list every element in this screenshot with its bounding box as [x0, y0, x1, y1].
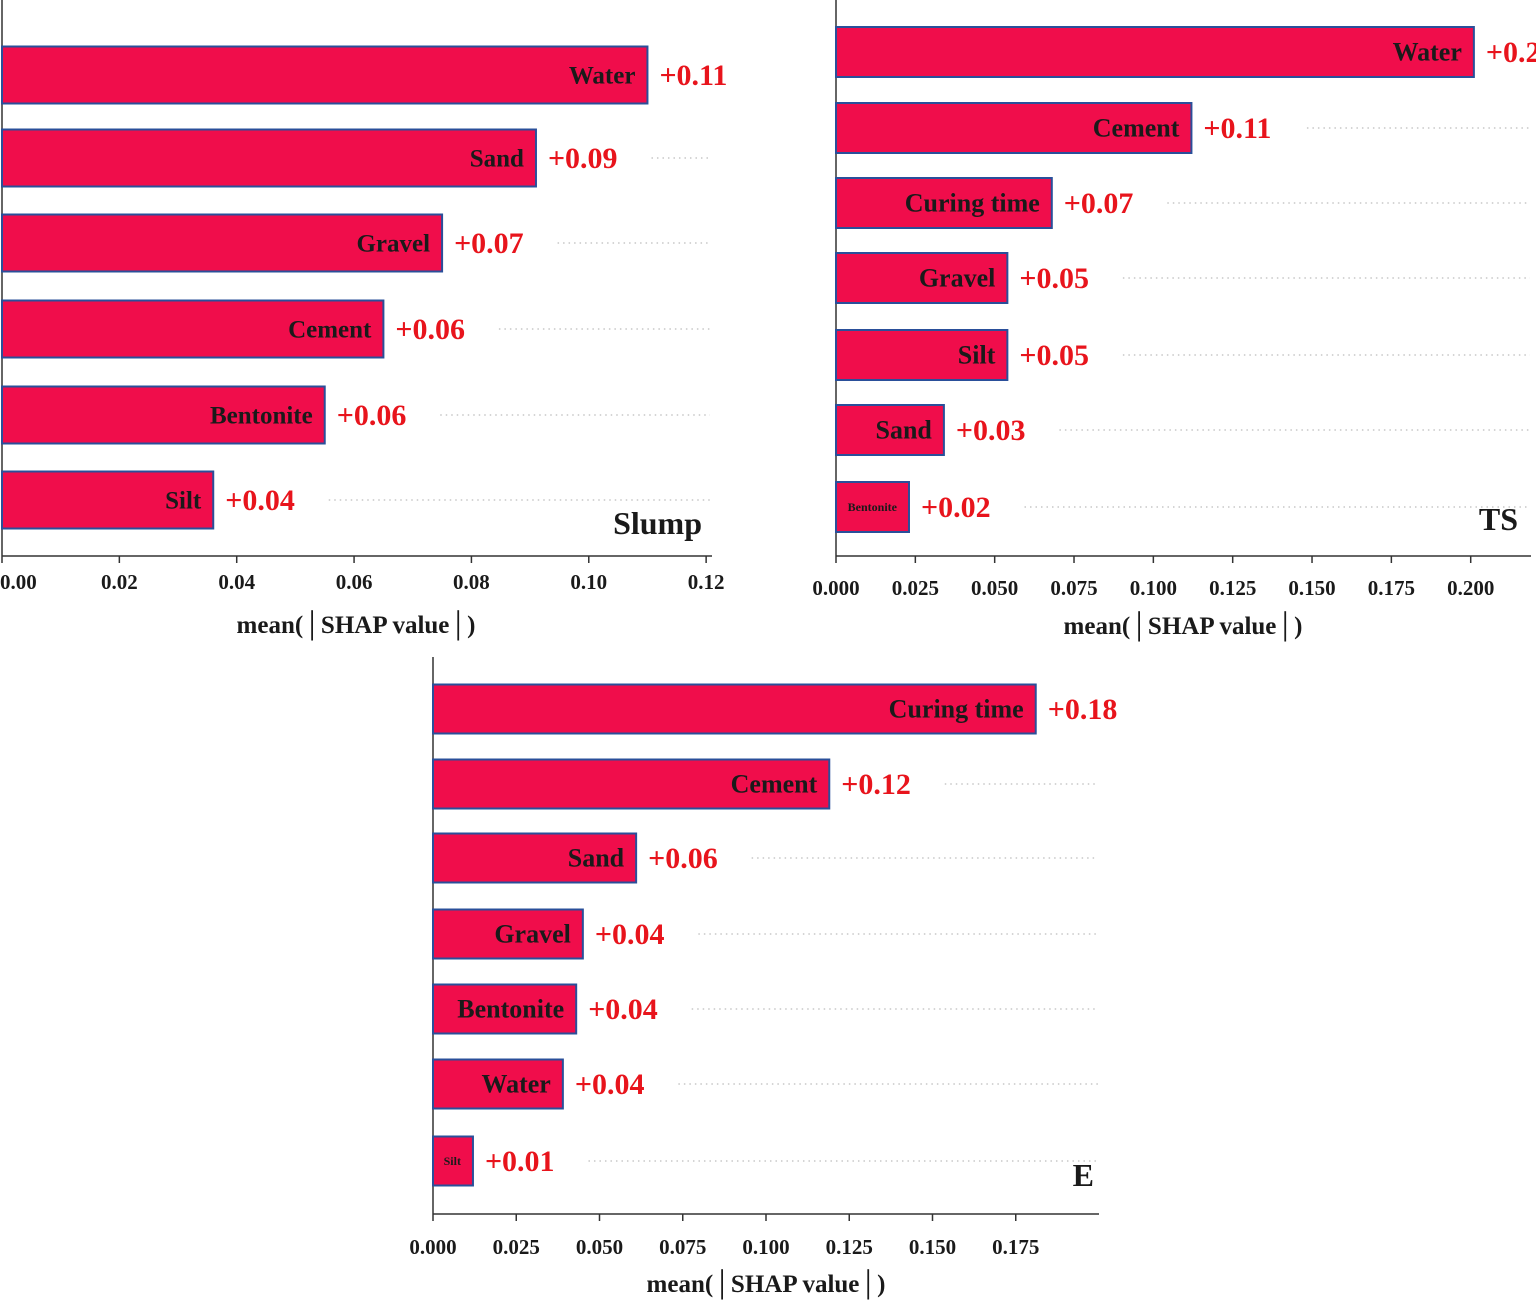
x-tick-label: 0.08	[453, 570, 490, 594]
bar	[432, 1135, 474, 1187]
bar-value-label: +0.05	[1019, 339, 1089, 372]
x-tick-label: 0.10	[570, 570, 607, 594]
bar	[1, 128, 537, 188]
panel-slump: Slump mean(│SHAP value│) 0.00 0.02 0.04 0.0…	[0, 0, 727, 641]
x-axis-label: mean(│SHAP value│)	[237, 610, 476, 641]
bar-value-label: +0.07	[1064, 187, 1134, 220]
bar-category-label: Silt	[444, 1154, 461, 1168]
bar	[835, 252, 1009, 304]
bar-category-label: Sand	[568, 844, 625, 873]
x-tick-label: 0.125	[826, 1235, 873, 1259]
x-tick-label: 0.00	[0, 570, 37, 594]
x-tick-label: 0.04	[218, 570, 255, 594]
bar-value-label: +0.09	[548, 142, 618, 175]
bar-value-label: +0.06	[337, 399, 407, 432]
bar-category-label: Silt	[165, 487, 202, 514]
bar-category-label: Sand	[876, 416, 933, 445]
panel-ts: TS mean(│SHAP value│) 0.000 0.025 0.050 0.0…	[812, 0, 1536, 642]
bar	[1, 45, 649, 105]
bar-value-label: +0.04	[225, 484, 295, 517]
bar	[1, 470, 215, 530]
x-tick-label: 0.06	[336, 570, 373, 594]
bar-category-label: Cement	[288, 316, 372, 343]
bar-value-label: +0.03	[956, 414, 1026, 447]
bar-value-label: +0.04	[575, 1068, 645, 1101]
bar-category-label: Silt	[958, 341, 996, 370]
bar	[1, 213, 444, 273]
bar-value-label: +0.18	[1048, 693, 1118, 726]
bar-category-label: Curing time	[889, 695, 1024, 724]
bar-category-label: Water	[482, 1070, 551, 1099]
bar-category-label: Water	[1393, 38, 1462, 67]
x-tick-label: 0.000	[812, 576, 859, 600]
bar-category-label: Curing time	[905, 189, 1040, 218]
x-tick-label: 0.075	[1050, 576, 1097, 600]
x-tick-label: 0.025	[493, 1235, 540, 1259]
x-tick-label: 0.000	[409, 1235, 456, 1259]
bar-category-label: Gravel	[919, 264, 996, 293]
bar	[432, 908, 584, 960]
x-tick-label: 0.175	[992, 1235, 1039, 1259]
x-tick-label: 0.150	[909, 1235, 956, 1259]
bar	[835, 329, 1009, 381]
bar-category-label: Cement	[731, 770, 818, 799]
x-axis-label: mean(│SHAP value│)	[1064, 611, 1303, 642]
bar-value-label: +0.06	[395, 313, 465, 346]
x-tick-label: 0.025	[892, 576, 939, 600]
x-tick-label: 0.100	[1130, 576, 1177, 600]
bar	[432, 758, 831, 810]
bar	[835, 177, 1053, 229]
bar	[432, 832, 638, 884]
x-tick-label: 0.075	[659, 1235, 706, 1259]
bar	[835, 102, 1193, 154]
x-tick-label: 0.050	[576, 1235, 623, 1259]
bar-value-label: +0.11	[659, 59, 727, 92]
bar	[835, 481, 910, 533]
bar-value-label: +0.04	[595, 918, 665, 951]
bar	[1, 299, 385, 359]
x-tick-label: 0.050	[971, 576, 1018, 600]
bar-category-label: Water	[569, 62, 636, 89]
bar-category-label: Gravel	[494, 920, 571, 949]
bar-value-label: +0.04	[588, 993, 658, 1026]
bar-value-label: +0.02	[921, 491, 991, 524]
bar-value-label: +0.12	[841, 768, 911, 801]
bar-category-label: Bentonite	[457, 995, 564, 1024]
x-tick-label: 0.175	[1368, 576, 1415, 600]
bar-value-label: +0.2	[1486, 36, 1536, 69]
bar	[1, 385, 326, 445]
bar	[432, 683, 1037, 735]
bar-value-label: +0.07	[454, 227, 524, 260]
bar	[835, 404, 945, 456]
x-tick-label: 0.12	[688, 570, 725, 594]
panel-e: E mean(│SHAP value│) 0.000 0.025 0.050 0.07…	[409, 657, 1117, 1300]
x-tick-label: 0.200	[1447, 576, 1494, 600]
bar-category-label: Gravel	[356, 230, 430, 257]
bar-category-label: Sand	[470, 145, 524, 172]
bar-value-label: +0.01	[485, 1145, 555, 1178]
bar-category-label: Bentonite	[210, 402, 313, 429]
bar-category-label: Bentonite	[848, 500, 898, 514]
x-tick-label: 0.150	[1288, 576, 1335, 600]
bar-value-label: +0.05	[1019, 262, 1089, 295]
x-tick-label: 0.125	[1209, 576, 1256, 600]
x-axis-label: mean(│SHAP value│)	[647, 1269, 886, 1300]
bar	[835, 26, 1475, 78]
bar-category-label: Cement	[1093, 114, 1180, 143]
bar-value-label: +0.11	[1203, 112, 1271, 145]
panel-title: E	[1073, 1157, 1094, 1193]
bar	[432, 983, 578, 1035]
x-tick-label: 0.02	[101, 570, 138, 594]
bar-value-label: +0.06	[648, 842, 718, 875]
panel-title: Slump	[613, 505, 702, 541]
x-tick-label: 0.100	[742, 1235, 789, 1259]
bar	[432, 1058, 564, 1110]
